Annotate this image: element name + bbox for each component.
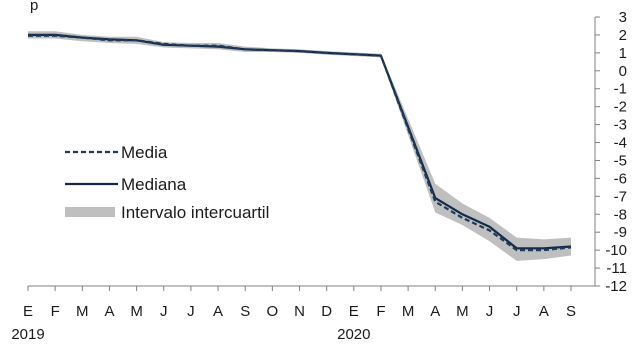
media-line [28, 34, 572, 252]
x-tick-label: E [23, 303, 33, 320]
y-tick-label: -7 [614, 188, 627, 205]
x-tick-label: M [456, 303, 469, 320]
x-tick-label: F [51, 303, 60, 320]
legend-label: Intervalo intercuartil [121, 203, 269, 222]
legend-swatch [65, 207, 115, 217]
legend-label: Mediana [121, 175, 187, 194]
x-tick-label: M [130, 303, 143, 320]
y-tick-label: 3 [619, 9, 627, 26]
y-tick-label: -10 [605, 242, 627, 259]
x-tick-label: A [104, 303, 114, 320]
x-tick-label: A [430, 303, 440, 320]
y-tick-label: -2 [614, 99, 627, 116]
x-tick-label: D [321, 303, 332, 320]
x-tick-label: M [76, 303, 89, 320]
y-tick-label: -12 [605, 278, 627, 295]
interquartile-band [28, 31, 571, 261]
y-tick-label: -11 [606, 260, 627, 277]
legend-item-media: Media [65, 143, 168, 162]
y-tick-label: 0 [619, 63, 627, 80]
x-tick-label: J [486, 303, 494, 320]
x-tick-label: A [539, 303, 549, 320]
x-tick-label: N [294, 303, 305, 320]
year-label: 2020 [337, 326, 370, 343]
y-tick-label: -1 [614, 81, 627, 98]
year-label: 2019 [11, 326, 44, 343]
x-tick-label: A [213, 303, 223, 320]
x-tick-label: S [240, 303, 250, 320]
interquartile-band-layer [28, 31, 571, 261]
x-tick-label: S [566, 303, 576, 320]
y-tick-label: 2 [619, 27, 627, 44]
y-tick-label: -6 [614, 170, 627, 187]
legend: Media Mediana Intervalo intercuartil [65, 143, 269, 222]
x-tick-label: F [376, 303, 385, 320]
chart-title: p [30, 0, 38, 14]
x-tick-label: M [402, 303, 415, 320]
x-tick-label: O [267, 303, 279, 320]
legend-item-intervalo: Intervalo intercuartil [65, 203, 269, 222]
x-tick-label: J [160, 303, 168, 320]
y-tick-label: -9 [614, 224, 627, 241]
x-tick-label: E [349, 303, 359, 320]
legend-label: Media [121, 143, 168, 162]
y-tick-label: -4 [614, 135, 627, 152]
legend-item-mediana: Mediana [65, 175, 187, 194]
y-tick-label: -5 [614, 152, 627, 169]
series-lines-layer [28, 33, 572, 252]
y-tick-label: -8 [614, 206, 627, 223]
x-tick-label: J [513, 303, 521, 320]
y-tick-label: 1 [619, 45, 627, 62]
y-tick-label: -3 [614, 117, 627, 134]
x-tick-label: J [187, 303, 195, 320]
